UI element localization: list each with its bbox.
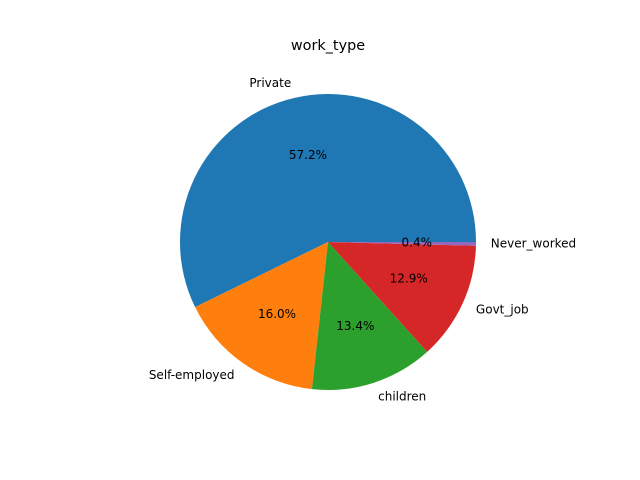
pie-labels: Private 57.2% Self-employed 16.0% children 13… (149, 76, 576, 403)
percent-label-never-worked: 0.4% (402, 236, 433, 250)
percent-label-govt-job: 12.9% (390, 272, 428, 286)
pie-slice-self-employed (195, 242, 328, 390)
slice-label-govt-job: Govt_job (476, 302, 529, 316)
percent-label-children: 13.4% (336, 319, 374, 333)
pie-slices (180, 94, 477, 390)
slice-label-private: Private (249, 76, 291, 90)
chart-title: work_type (291, 38, 365, 54)
slice-label-self-employed: Self-employed (149, 368, 235, 382)
pie-slice-never-worked (328, 242, 476, 246)
slice-label-children: children (378, 389, 426, 403)
slice-label-never-worked: Never_worked (491, 237, 576, 251)
percent-label-private: 57.2% (289, 148, 327, 162)
pie-slice-govt-job (328, 242, 476, 352)
percent-label-self-employed: 16.0% (258, 307, 296, 321)
pie-slice-children (311, 242, 428, 390)
pie-slice-private (180, 94, 477, 308)
